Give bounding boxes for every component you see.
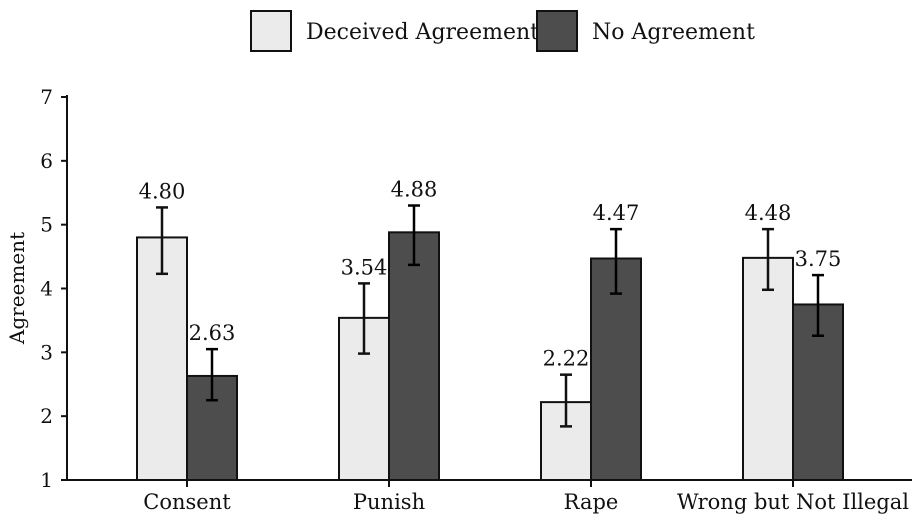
- value-label-deceived-agreement-wrong-but-not-illegal: 4.48: [745, 201, 792, 225]
- y-tick-label-1: 1: [40, 468, 53, 492]
- value-label-no-agreement-wrong-but-not-illegal: 3.75: [795, 247, 842, 271]
- y-tick-label-5: 5: [40, 213, 53, 237]
- y-tick-label-2: 2: [40, 404, 53, 428]
- y-axis-label: Agreement: [5, 232, 29, 345]
- value-label-no-agreement-punish: 4.88: [391, 178, 438, 202]
- x-tick-label-punish: Punish: [353, 490, 425, 514]
- y-tick-label-4: 4: [40, 277, 53, 301]
- value-label-no-agreement-consent: 2.63: [189, 321, 236, 345]
- legend-swatch-no-agreement: [536, 10, 578, 52]
- x-tick-label-consent: Consent: [143, 490, 231, 514]
- legend-label-deceived-agreement: Deceived Agreement: [306, 20, 539, 45]
- value-label-deceived-agreement-punish: 3.54: [341, 255, 388, 279]
- x-tick-label-rape: Rape: [564, 490, 619, 514]
- y-ticks: 1 2 3 4 5 6 7: [40, 85, 67, 492]
- legend-swatch-deceived-agreement: [250, 10, 292, 52]
- legend: Deceived Agreement No Agreement: [250, 10, 755, 52]
- value-label-deceived-agreement-rape: 2.22: [543, 347, 590, 371]
- y-tick-label-7: 7: [40, 85, 53, 109]
- bar-deceived-agreement-wrong-but-not-illegal: [742, 256, 794, 481]
- bar-no-agreement-punish: [388, 231, 440, 481]
- bar-no-agreement-wrong-but-not-illegal: [792, 303, 844, 482]
- value-label-deceived-agreement-consent: 4.80: [139, 179, 186, 203]
- error-bars: [156, 204, 824, 428]
- value-labels: 4.80 3.54 2.22 4.48 2.63 4.88 4.47 3.75: [139, 178, 842, 371]
- y-tick-label-3: 3: [40, 340, 53, 364]
- y-tick-label-6: 6: [40, 149, 53, 173]
- value-label-no-agreement-rape: 4.47: [593, 201, 640, 225]
- bars: [136, 231, 844, 482]
- x-tick-label-wrong-but-not-illegal: Wrong but Not Illegal: [677, 490, 909, 514]
- legend-label-no-agreement: No Agreement: [592, 20, 755, 45]
- x-ticks: Consent Punish Rape Wrong but Not Illegal: [143, 480, 909, 514]
